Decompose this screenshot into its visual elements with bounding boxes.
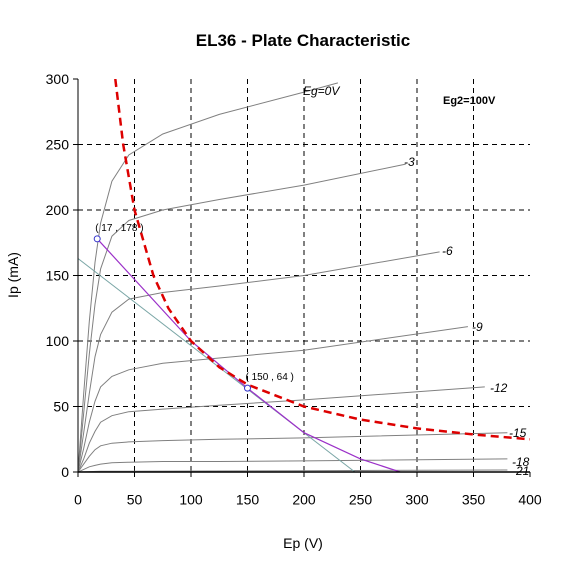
curve-label-5: -15 (509, 426, 527, 440)
axes: 0 50 100 150 200 250 300 350 400 0 50 100 150 200 250 3… (46, 71, 542, 507)
x-tick-label: 400 (518, 491, 542, 507)
x-tick-label: 300 (405, 491, 429, 507)
y-tick-label: 200 (46, 202, 70, 218)
operating-point-marker-1 (244, 384, 251, 392)
curve-label-7: -21 (512, 464, 529, 478)
plate-curve-1 (78, 163, 406, 472)
operating-point-marker-0 (93, 235, 101, 243)
operating-point-label-0: ( 17 , 178 ) (95, 223, 143, 234)
y-tick-label: 0 (61, 464, 69, 480)
max-dissipation-curve (114, 79, 530, 441)
x-tick-label: 200 (292, 491, 316, 507)
operating-point-label-1: ( 150 , 64 ) (246, 372, 294, 383)
y-tick-label: 150 (46, 268, 70, 284)
y-tick-label: 100 (46, 333, 70, 349)
y-tick-label: 50 (53, 399, 69, 415)
curve-label-6: -18 (512, 455, 530, 469)
curve-label-1: -3 (404, 155, 415, 169)
curve-labels: Eg=0V -3 -6 -9 -12 -15 -18-21 ( 17 , 178 ) ( 150… (95, 84, 529, 478)
x-tick-label: 0 (74, 491, 82, 507)
curve-label-0: Eg=0V (303, 84, 340, 98)
plate-curve-2 (78, 251, 440, 472)
load-line-curved (96, 238, 401, 472)
curve-label-2: -6 (442, 244, 453, 258)
x-tick-label: 350 (462, 491, 486, 507)
x-tick-label: 150 (236, 491, 260, 507)
curve-label-3: -9 (472, 320, 483, 334)
x-tick-label: 50 (127, 491, 143, 507)
chart-title: EL36 - Plate Characteristic (196, 31, 410, 50)
x-axis-label: Ep (V) (283, 535, 323, 551)
y-tick-label: 300 (46, 71, 70, 87)
plate-curve-0 (78, 82, 339, 472)
plate-curve-3 (78, 326, 468, 472)
y-tick-label: 250 (46, 137, 70, 153)
plate-curve-6 (78, 458, 508, 472)
y-axis-label: Ip (mA) (5, 252, 21, 298)
load-line-straight (78, 258, 356, 472)
tube-curves (78, 82, 508, 472)
curve-label-4: -12 (490, 381, 508, 395)
plate-curve-4 (78, 386, 485, 472)
load-lines (78, 79, 530, 472)
x-tick-label: 250 (349, 491, 373, 507)
screen-grid-voltage-annotation: Eg2=100V (443, 95, 496, 107)
plate-curve-5 (78, 432, 508, 472)
x-tick-label: 100 (179, 491, 203, 507)
